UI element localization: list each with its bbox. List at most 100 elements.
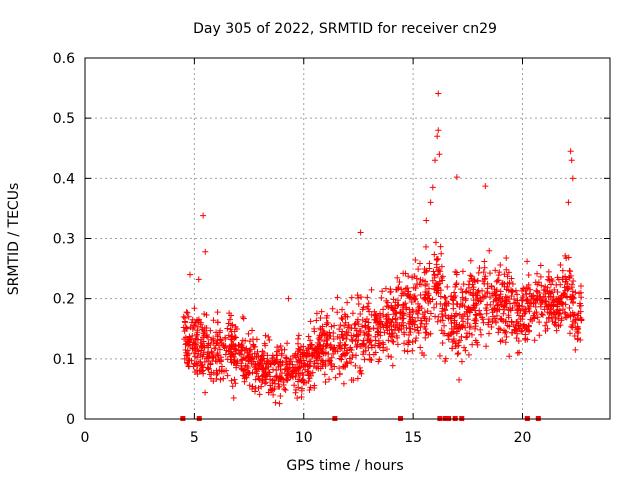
data-point: [524, 258, 531, 265]
data-point: [228, 359, 235, 366]
data-point: [383, 346, 390, 353]
data-point: [390, 296, 397, 303]
data-point: [337, 322, 344, 329]
data-point: [228, 377, 235, 384]
data-point: [184, 309, 191, 316]
data-point: [338, 353, 345, 360]
data-point: [362, 347, 369, 354]
data-point: [343, 350, 350, 357]
data-point: [438, 275, 445, 282]
data-point: [248, 358, 255, 365]
data-point: [317, 314, 324, 321]
data-point: [570, 278, 577, 285]
data-point: [238, 360, 245, 367]
data-point: [319, 346, 326, 353]
data-point: [334, 309, 341, 316]
data-point: [317, 326, 324, 333]
data-point: [568, 281, 575, 288]
data-point: [352, 337, 359, 344]
data-point: [370, 325, 377, 332]
data-point: [511, 326, 518, 333]
data-point: [210, 317, 217, 324]
data-point: [430, 304, 437, 311]
data-point: [463, 334, 470, 341]
data-point: [187, 271, 193, 278]
data-point: [320, 338, 327, 345]
data-point: [485, 316, 492, 323]
data-point: [327, 362, 334, 369]
data-point: [439, 305, 446, 312]
x-tick-label: 20: [514, 430, 532, 446]
data-point: [454, 328, 461, 335]
data-point: [397, 314, 404, 321]
data-point: [389, 362, 396, 369]
data-point: [320, 350, 327, 357]
data-point: [224, 325, 231, 332]
data-point: [533, 287, 540, 294]
data-point: [209, 352, 216, 359]
data-point: [281, 385, 288, 392]
data-point: [521, 324, 528, 331]
data-point: [395, 301, 402, 308]
data-point: [303, 353, 310, 360]
data-point: [329, 346, 336, 353]
data-point: [380, 311, 387, 318]
data-point: [358, 294, 365, 301]
data-point: [457, 324, 464, 331]
data-point: [424, 295, 431, 302]
data-point: [359, 317, 366, 324]
axis-ticks: [84, 57, 610, 420]
data-point: [504, 283, 511, 290]
data-point: [505, 287, 512, 294]
data-point: [336, 365, 343, 372]
data-point: [266, 369, 273, 376]
data-point: [431, 274, 438, 281]
data-point: [449, 296, 456, 303]
data-point: [345, 321, 352, 328]
data-point: [501, 327, 508, 334]
data-point: [273, 348, 280, 355]
data-point: [471, 325, 478, 332]
data-point: [209, 358, 216, 365]
data-point: [505, 269, 512, 276]
data-point: [394, 302, 401, 309]
data-point: [261, 340, 268, 347]
data-point: [362, 318, 369, 325]
data-point: [210, 369, 217, 376]
data-point: [255, 361, 262, 368]
data-point: [566, 267, 573, 274]
data-point: [300, 363, 307, 370]
data-point: [462, 347, 469, 354]
data-point: [265, 389, 272, 396]
data-point: [478, 297, 485, 304]
data-point: [453, 174, 460, 181]
data-point: [186, 363, 193, 370]
data-point: [479, 314, 486, 321]
data-point: [232, 324, 239, 331]
data-point: [313, 310, 320, 317]
data-point: [366, 308, 373, 315]
data-point: [559, 306, 566, 313]
data-point: [553, 327, 560, 334]
data-point: [514, 349, 521, 356]
data-point: [478, 331, 485, 338]
data-point: [524, 285, 531, 292]
data-point: [345, 329, 352, 336]
data-point: [188, 319, 195, 326]
data-point: [185, 350, 192, 357]
data-point: [576, 300, 583, 307]
data-point: [245, 369, 252, 376]
data-point: [565, 199, 572, 206]
data-point: [234, 358, 241, 365]
data-point: [296, 347, 303, 354]
data-point: [417, 344, 424, 351]
data-point: [404, 348, 411, 355]
data-point: [552, 322, 559, 329]
y-tick-label: 0.1: [53, 352, 75, 368]
data-point: [385, 353, 392, 360]
data-point: [436, 268, 443, 275]
data-point: [436, 352, 443, 359]
data-point: [376, 356, 383, 363]
data-point: [249, 385, 256, 392]
data-point: [412, 337, 419, 344]
